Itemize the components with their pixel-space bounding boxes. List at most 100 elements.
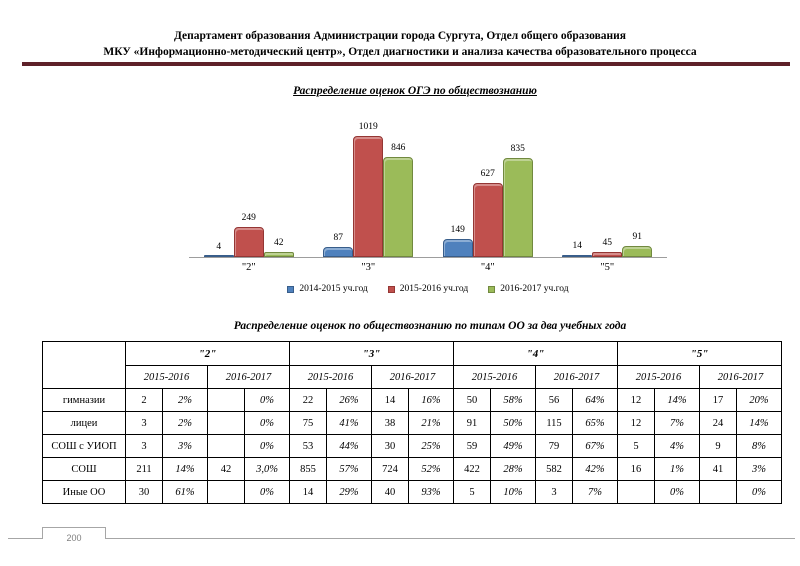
bar-wrap: 1019 [353, 110, 384, 257]
count-cell: 855 [289, 457, 327, 481]
percent-cell: 0% [736, 480, 782, 504]
bar-wrap: 627 [472, 110, 503, 257]
table-row: гимназии 2 2% 0% 22 26% 14 16% 50 58% 56 64% 12 14% 17… [42, 388, 782, 412]
bar-value-label: 835 [510, 144, 525, 154]
legend-label: 2014-2015 уч.год [299, 284, 368, 294]
bar-group-3: 149 627 835 [428, 110, 548, 257]
count-cell: 50 [453, 388, 491, 412]
table-row: лицеи 3 2% 0% 75 41% 38 21% 91 50% 115 65% 12 7% 24 14% [42, 411, 782, 435]
bar-group-4: 14 45 91 [548, 110, 668, 257]
count-cell: 5 [617, 434, 655, 458]
count-cell: 56 [535, 388, 573, 412]
bar-wrap: 835 [502, 110, 533, 257]
bar-group-1: 4 249 42 [189, 110, 309, 257]
percent-cell: 65% [572, 411, 618, 435]
count-cell: 14 [289, 480, 327, 504]
percent-cell: 41% [326, 411, 372, 435]
table-head: "2" "3" "4" "5" 2015-2016 2016-2017 2015-2016 2… [42, 341, 782, 389]
category-label: "3" [361, 262, 376, 273]
percent-cell: 3% [162, 434, 208, 458]
percent-cell: 25% [408, 434, 454, 458]
bar-series-2 [353, 136, 384, 257]
percent-cell: 50% [490, 411, 536, 435]
bar-wrap: 4 [203, 110, 234, 257]
bar-value-label: 87 [333, 233, 344, 243]
percent-cell: 2% [162, 411, 208, 435]
percent-cell: 52% [408, 457, 454, 481]
legend-item: 2015-2016 уч.год [387, 284, 469, 294]
bar-series-1 [203, 255, 234, 257]
year-header: 2016-2017 [207, 365, 290, 389]
chart-title-wrap: Распределение оценок ОГЭ по обществознан… [30, 81, 800, 99]
table-body: гимназии 2 2% 0% 22 26% 14 16% 50 58% 56 64% 12 14% 17… [42, 388, 782, 504]
count-cell: 2 [125, 388, 163, 412]
legend-item: 2016-2017 уч.год [488, 284, 569, 294]
count-cell: 22 [289, 388, 327, 412]
percent-cell: 93% [408, 480, 454, 504]
table-row: СОШ с УИОП 3 3% 0% 53 44% 30 25% 59 49% 79 67% 5 4% 9 8… [42, 434, 782, 458]
percent-cell: 3,0% [244, 457, 290, 481]
count-cell: 9 [699, 434, 737, 458]
count-cell: 30 [371, 434, 409, 458]
bar-value-label: 45 [602, 238, 613, 248]
category-label: "4" [480, 262, 495, 273]
count-cell [207, 480, 245, 504]
year-header: 2015-2016 [125, 365, 208, 389]
count-cell: 211 [125, 457, 163, 481]
count-cell: 3 [125, 411, 163, 435]
percent-cell: 67% [572, 434, 618, 458]
percent-cell: 0% [654, 480, 700, 504]
count-cell [207, 434, 245, 458]
percent-cell: 14% [654, 388, 700, 412]
grade-header: "5" [617, 341, 782, 366]
count-cell [207, 388, 245, 412]
legend-item: 2014-2015 уч.год [287, 284, 368, 294]
count-cell: 75 [289, 411, 327, 435]
percent-cell: 4% [654, 434, 700, 458]
legend-swatch-icon [287, 285, 295, 293]
footer-rule [8, 538, 795, 539]
count-cell: 79 [535, 434, 573, 458]
bar-value-label: 149 [450, 225, 465, 235]
percent-cell: 28% [490, 457, 536, 481]
bar-wrap: 249 [233, 110, 264, 257]
bar-wrap: 42 [263, 110, 294, 257]
count-cell: 12 [617, 388, 655, 412]
row-label: Иные ОО [42, 480, 126, 504]
percent-cell: 29% [326, 480, 372, 504]
bar-wrap: 846 [383, 110, 414, 257]
bar-value-label: 4 [216, 242, 222, 252]
grade-header: "3" [289, 341, 454, 366]
bar-wrap: 87 [323, 110, 354, 257]
year-header: 2015-2016 [453, 365, 536, 389]
bar-wrap: 14 [562, 110, 593, 257]
percent-cell: 1% [654, 457, 700, 481]
count-cell: 59 [453, 434, 491, 458]
percent-cell: 26% [326, 388, 372, 412]
count-cell [617, 480, 655, 504]
percent-cell: 3% [736, 457, 782, 481]
count-cell: 724 [371, 457, 409, 481]
legend-label: 2015-2016 уч.год [399, 284, 469, 294]
count-cell: 42 [207, 457, 245, 481]
bar-series-2 [592, 252, 623, 257]
bar-value-label: 42 [274, 238, 284, 248]
percent-cell: 10% [490, 480, 536, 504]
page-number-box: 200 [42, 527, 106, 543]
grade-header: "4" [453, 341, 618, 366]
percent-cell: 14% [736, 411, 782, 435]
bar-wrap: 149 [442, 110, 473, 257]
year-header: 2016-2017 [535, 365, 618, 389]
percent-cell: 57% [326, 457, 372, 481]
table-row: Иные ОО 30 61% 0% 14 29% 40 93% 5 10% 3 7% 0% 0% [42, 480, 782, 504]
bar-series-1 [442, 239, 473, 257]
count-cell: 16 [617, 457, 655, 481]
percent-cell: 58% [490, 388, 536, 412]
table-title-wrap: Распределение оценок по обществознанию п… [60, 316, 800, 334]
legend-label: 2016-2017 уч.год [500, 284, 569, 294]
bar-series-1 [562, 255, 593, 257]
header-accent-rule [22, 62, 790, 66]
bar-wrap: 91 [622, 110, 653, 257]
bar-value-label: 846 [391, 143, 406, 153]
